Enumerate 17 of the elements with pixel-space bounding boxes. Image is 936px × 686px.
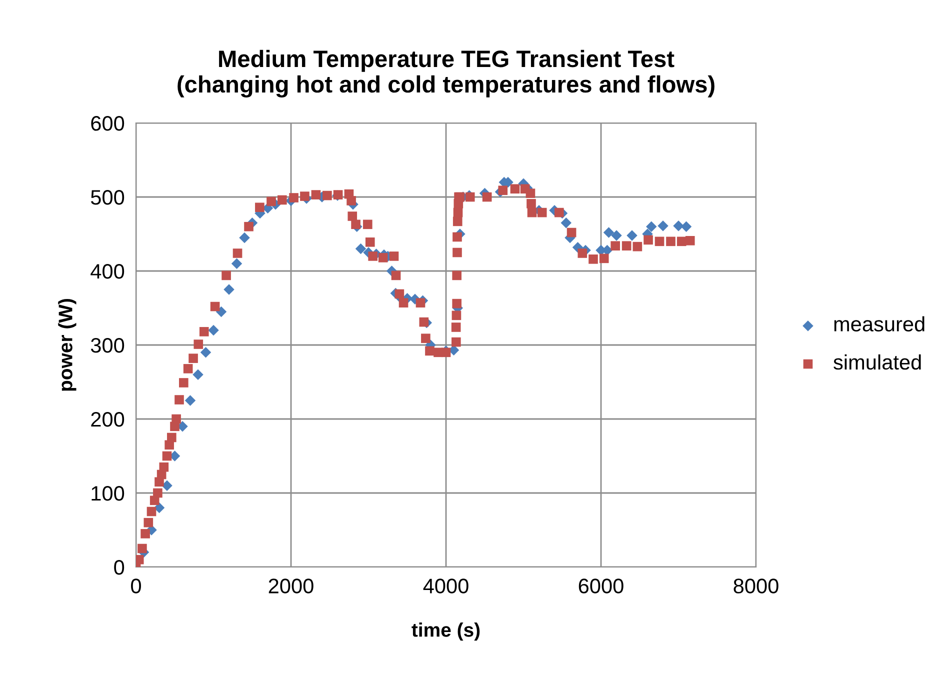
x-tick-label: 0 — [131, 578, 141, 594]
y-tick-label: 200 — [91, 412, 124, 427]
legend-label: measured — [834, 316, 924, 332]
x-tick-label: 2000 — [268, 578, 314, 594]
x-tick-label: 8000 — [734, 578, 778, 594]
x-axis-title: time (s) — [412, 622, 480, 641]
y-tick-label: 300 — [90, 338, 124, 353]
y-tick-label: 100 — [92, 486, 124, 501]
y-tick-label: 500 — [90, 190, 124, 205]
y-tick-label: 0 — [114, 560, 124, 575]
x-tick-label: 4000 — [423, 578, 468, 594]
x-tick-label: 6000 — [578, 578, 624, 594]
legend-label: simulated — [834, 354, 921, 370]
y-tick-label: 600 — [91, 116, 124, 131]
y-tick-label: 400 — [90, 264, 124, 279]
chart-title: Medium Temperature TEG Transient Test (changing hot and cold temperatures and flows) — [178, 50, 714, 98]
y-axis-title: power (W) — [58, 298, 76, 391]
